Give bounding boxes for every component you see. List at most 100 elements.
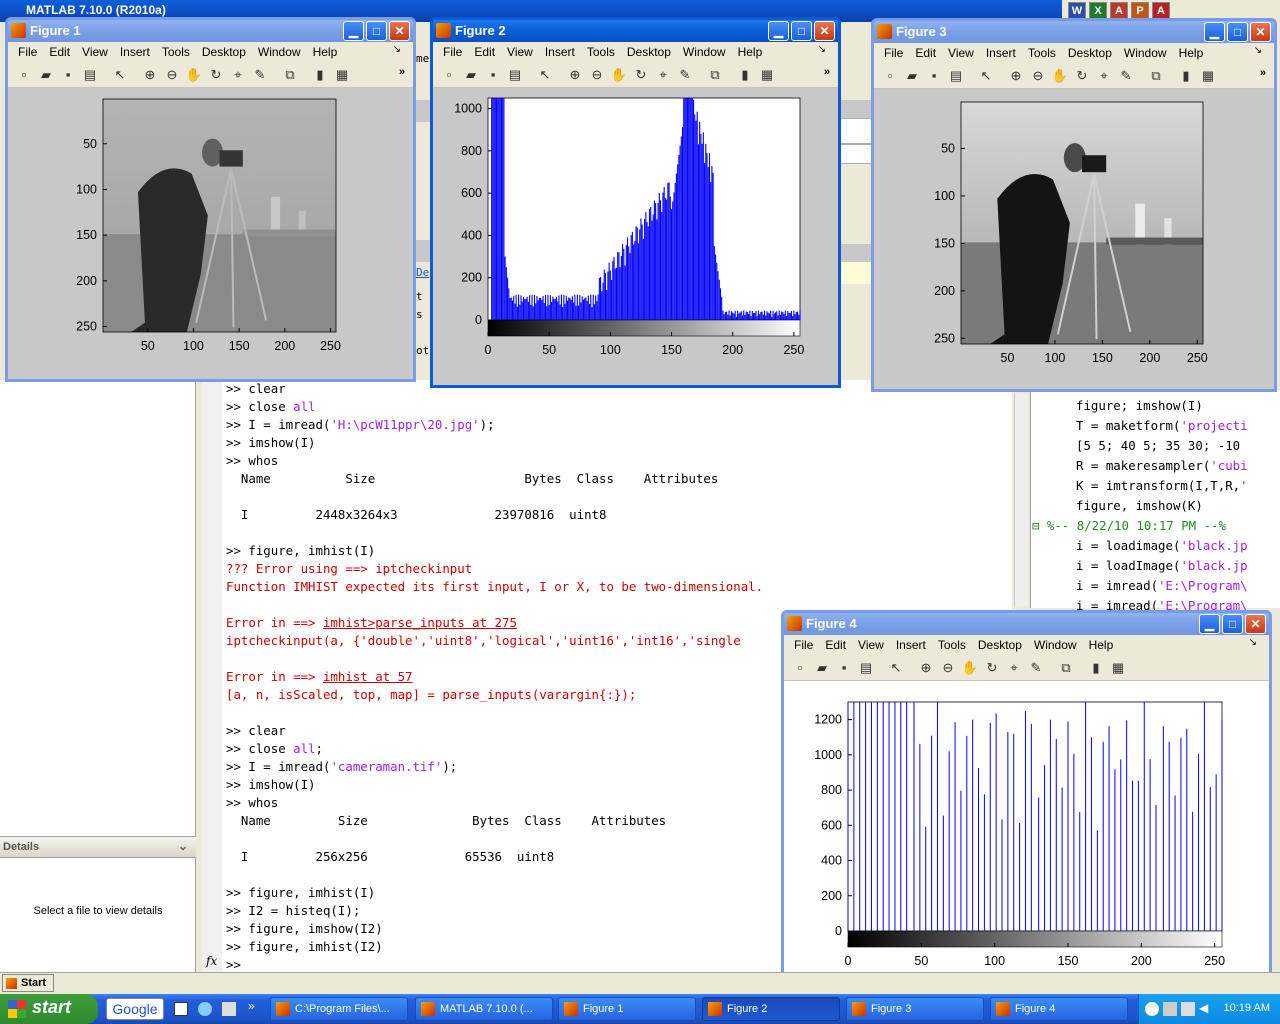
maximize-button[interactable]: □ xyxy=(366,21,387,41)
history-scrollbar[interactable] xyxy=(1014,394,1028,606)
history-entry[interactable]: i = loadimage('black.jp xyxy=(1076,538,1248,553)
print-icon[interactable]: ▤ xyxy=(859,659,873,675)
volume-icon[interactable]: ◀ xyxy=(1199,1001,1209,1015)
menu-window[interactable]: Window xyxy=(1033,638,1077,652)
zoom-in-icon[interactable]: ⊕ xyxy=(920,659,932,675)
more-chevron-icon[interactable]: » xyxy=(248,999,255,1013)
taskbar-button[interactable]: Figure 1 xyxy=(558,997,696,1021)
link-icon[interactable]: ⧉ xyxy=(1151,67,1161,83)
menu-help[interactable]: Help xyxy=(312,45,338,59)
history-entry[interactable]: i = loadImage('black.jp xyxy=(1076,558,1248,573)
menu-insert[interactable]: Insert xyxy=(119,45,150,59)
office-app-icon[interactable]: A xyxy=(1110,2,1128,20)
pan-hand-icon[interactable]: ✋ xyxy=(961,659,979,675)
rotate-3d-icon[interactable]: ↻ xyxy=(210,66,222,82)
open-folder-icon[interactable]: ▰ xyxy=(907,67,917,83)
menu-help[interactable]: Help xyxy=(1088,638,1114,652)
save-icon[interactable]: ▪ xyxy=(931,68,937,83)
more-chevron-icon[interactable]: » xyxy=(398,66,405,78)
open-folder-icon[interactable]: ▰ xyxy=(466,66,476,82)
link-icon[interactable]: ⧉ xyxy=(285,66,295,82)
google-search-box[interactable]: Google xyxy=(106,998,164,1020)
history-entry[interactable]: figure; imshow(I) xyxy=(1076,398,1203,413)
zoom-in-icon[interactable]: ⊕ xyxy=(1010,67,1022,83)
menu-help[interactable]: Help xyxy=(737,45,763,59)
rotate-3d-icon[interactable]: ↻ xyxy=(1076,67,1088,83)
save-icon[interactable]: ▪ xyxy=(841,660,847,675)
pan-hand-icon[interactable]: ✋ xyxy=(610,66,628,82)
brush-icon[interactable]: ✎ xyxy=(254,66,266,82)
dock-icon[interactable]: ↘ xyxy=(817,44,826,55)
network-icon[interactable] xyxy=(1163,1002,1177,1016)
maximize-button[interactable]: □ xyxy=(1227,22,1248,42)
colorbar-icon[interactable]: ▮ xyxy=(741,66,749,82)
menu-tools[interactable]: Tools xyxy=(1027,46,1056,60)
print-icon[interactable]: ▤ xyxy=(949,67,963,83)
data-cursor-icon[interactable]: ⌖ xyxy=(234,66,242,82)
print-icon[interactable]: ▤ xyxy=(508,66,522,82)
close-button[interactable]: ✕ xyxy=(814,21,835,41)
minimize-button[interactable]: ▁ xyxy=(1204,22,1225,42)
menu-tools[interactable]: Tools xyxy=(937,638,966,652)
print-icon[interactable]: ▤ xyxy=(83,66,97,82)
save-icon[interactable]: ▪ xyxy=(65,67,71,82)
open-folder-icon[interactable]: ▰ xyxy=(817,659,827,675)
figure-title-bar[interactable]: Figure 3 ▁ □ ✕ xyxy=(874,21,1274,43)
dock-icon[interactable]: ↘ xyxy=(1253,45,1262,56)
link-icon[interactable]: ⧉ xyxy=(710,66,720,82)
maximize-button[interactable]: □ xyxy=(1222,614,1243,634)
history-entry[interactable]: ⊟ %-- 8/22/10 10:17 PM --% xyxy=(1032,518,1226,533)
menu-desktop[interactable]: Desktop xyxy=(201,45,246,59)
colorbar-icon[interactable]: ▮ xyxy=(1092,659,1100,675)
pointer-icon[interactable]: ↖ xyxy=(890,659,902,675)
zoom-in-icon[interactable]: ⊕ xyxy=(144,66,156,82)
fx-icon[interactable]: fx xyxy=(206,954,218,968)
zoom-in-icon[interactable]: ⊕ xyxy=(569,66,581,82)
brush-icon[interactable]: ✎ xyxy=(679,66,691,82)
figure-canvas[interactable]: 50 100 150 200 250 50 100 150 200 250 xyxy=(874,89,1274,389)
taskbar-button[interactable]: Figure 3 xyxy=(846,997,984,1021)
menu-file[interactable]: File xyxy=(18,45,38,59)
menu-window[interactable]: Window xyxy=(682,45,726,59)
pointer-icon[interactable]: ↖ xyxy=(980,67,992,83)
minimize-button[interactable]: ▁ xyxy=(343,21,364,41)
command-history-panel[interactable] xyxy=(1030,390,1280,608)
legend-icon[interactable]: ▦ xyxy=(1111,659,1125,675)
quick-launch-icon[interactable] xyxy=(174,1002,188,1016)
matlab-start-button[interactable]: Start xyxy=(2,974,54,992)
menu-tools[interactable]: Tools xyxy=(161,45,190,59)
new-file-icon[interactable]: ▫ xyxy=(887,68,893,83)
taskbar-button[interactable]: Figure 2 xyxy=(702,997,840,1021)
chevron-down-icon[interactable]: ⌄ xyxy=(177,839,188,853)
figure-canvas[interactable]: 0 50 100 150 200 250 0 200 400 600 800 1000 xyxy=(433,88,838,385)
close-button[interactable]: ✕ xyxy=(1250,22,1271,42)
command-output[interactable]: >> clear >> close all >> I = imread('H:\pc… xyxy=(226,380,763,974)
menu-view[interactable]: View xyxy=(82,45,108,59)
menu-desktop[interactable]: Desktop xyxy=(626,45,671,59)
data-cursor-icon[interactable]: ⌖ xyxy=(659,66,667,82)
minimize-button[interactable]: ▁ xyxy=(768,21,789,41)
pointer-icon[interactable]: ↖ xyxy=(114,66,126,82)
close-button[interactable]: ✕ xyxy=(389,21,410,41)
zoom-out-icon[interactable]: ⊖ xyxy=(1032,67,1044,83)
figure-title-bar[interactable]: Figure 4 ▁ □ ✕ xyxy=(784,613,1269,635)
command-history-list[interactable]: figure; imshow(I) T = maketform('projecti… xyxy=(1032,396,1248,616)
figure-2-window[interactable]: Figure 2 ▁ □ ✕ File Edit View Insert Tools Deskto… xyxy=(430,17,841,388)
quick-launch-icon[interactable] xyxy=(222,1002,236,1016)
new-file-icon[interactable]: ▫ xyxy=(446,67,452,82)
pointer-icon[interactable]: ↖ xyxy=(539,66,551,82)
tray-icon[interactable] xyxy=(1181,1002,1195,1016)
pan-hand-icon[interactable]: ✋ xyxy=(1051,67,1069,83)
history-entry[interactable]: R = makeresampler('cubi xyxy=(1076,458,1248,473)
figure-canvas[interactable]: 50 100 150 200 250 50 100 150 200 250 xyxy=(8,88,413,379)
menu-edit[interactable]: Edit xyxy=(825,638,847,652)
colorbar-icon[interactable]: ▮ xyxy=(1182,67,1190,83)
rotate-3d-icon[interactable]: ↻ xyxy=(635,66,647,82)
dock-icon[interactable]: ↘ xyxy=(1248,637,1257,648)
maximize-button[interactable]: □ xyxy=(791,21,812,41)
close-button[interactable]: ✕ xyxy=(1245,614,1266,634)
zoom-out-icon[interactable]: ⊖ xyxy=(591,66,603,82)
legend-icon[interactable]: ▦ xyxy=(1201,67,1215,83)
office-app-icon[interactable]: W xyxy=(1068,2,1086,20)
current-folder-panel[interactable] xyxy=(0,380,196,972)
